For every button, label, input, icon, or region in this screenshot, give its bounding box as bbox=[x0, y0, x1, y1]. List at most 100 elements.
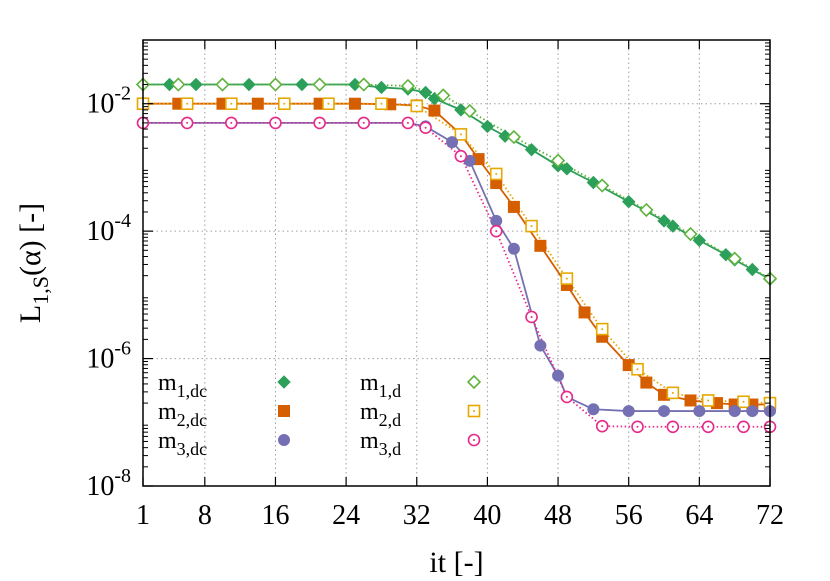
legend-marker-m1-d bbox=[466, 374, 482, 390]
y-tick-label-exp: -2 bbox=[114, 83, 131, 105]
legend-label-base: m bbox=[158, 428, 177, 454]
data-point-m3-d-dot bbox=[565, 395, 568, 398]
data-point-m1-dc bbox=[295, 77, 309, 92]
data-point-m2-d-dot bbox=[415, 105, 418, 108]
data-point-m3-dc bbox=[693, 405, 706, 418]
data-point-m1-d bbox=[639, 202, 654, 218]
x-tick-label: 32 bbox=[403, 500, 431, 531]
data-point-m2-d-dot bbox=[327, 102, 330, 105]
y-tick-label: 10-8 bbox=[86, 465, 131, 502]
x-tick-label: 16 bbox=[261, 500, 289, 531]
data-point-m3-d-dot bbox=[495, 230, 498, 233]
legend-marker-m3-dc bbox=[278, 434, 290, 446]
data-point-m1-d bbox=[506, 129, 522, 145]
data-point-m1-dc bbox=[454, 103, 468, 117]
data-point-m3-dc bbox=[658, 405, 671, 418]
data-point-m1-dc bbox=[374, 80, 389, 95]
y-tick-label-exp: -6 bbox=[114, 338, 131, 360]
legend-label-base: m bbox=[158, 399, 177, 425]
y-tick-label: 10-2 bbox=[86, 83, 131, 120]
series-line-m3-d bbox=[143, 121, 770, 428]
data-point-m3-d-dot bbox=[459, 155, 462, 158]
data-point-m1-dc bbox=[418, 85, 433, 100]
data-point-m1-d bbox=[595, 178, 610, 193]
legend-label-sub: 3,dc bbox=[177, 439, 208, 459]
legend-marker-m2-dc bbox=[278, 405, 290, 417]
data-point-m2-d-dot bbox=[601, 328, 604, 331]
series-markers bbox=[135, 77, 778, 434]
x-tick-labels: 1 8 16 24 32 40 48 56 64 72 bbox=[136, 500, 784, 531]
legend-label-m2-dc: m2,dc bbox=[158, 399, 207, 430]
legend-label-sub: 2,d bbox=[379, 410, 402, 430]
data-point-m3-d-dot bbox=[230, 121, 233, 124]
data-point-m2-dc bbox=[684, 394, 697, 407]
legend-label-sub: 2,dc bbox=[177, 410, 208, 430]
legend-label-base: m bbox=[360, 370, 379, 396]
legend-label-base: m bbox=[360, 428, 379, 454]
y-tick-labels: 10-810-610-410-2 bbox=[86, 83, 131, 502]
data-point-m2-d-dot bbox=[671, 391, 674, 394]
legend-label-sub: 1,d bbox=[379, 381, 402, 401]
data-point-m2-d-dot bbox=[186, 102, 189, 105]
data-point-m3-dc bbox=[552, 369, 565, 382]
legend-label-sub: 3,d bbox=[379, 439, 402, 459]
y-tick-label: 10-4 bbox=[86, 210, 131, 247]
data-point-m1-d bbox=[400, 78, 416, 94]
data-point-m1-dc bbox=[242, 77, 256, 92]
x-tick-label: 48 bbox=[544, 500, 572, 531]
data-point-m1-dc bbox=[189, 77, 203, 92]
series-line-m1-d bbox=[143, 83, 771, 280]
data-point-m3-dc bbox=[746, 405, 759, 418]
data-point-m2-d-dot bbox=[565, 277, 568, 280]
data-point-m3-d-dot bbox=[742, 425, 745, 428]
data-point-m1-dc bbox=[560, 162, 574, 176]
data-point-m1-dc bbox=[657, 214, 671, 228]
data-point-m2-d-dot bbox=[459, 133, 462, 136]
legend-marker-m3-d-dot bbox=[473, 439, 475, 441]
x-axis-title: it [-] bbox=[429, 546, 483, 579]
data-point-m1-d bbox=[550, 153, 566, 168]
y-tick-label-base: 10 bbox=[86, 216, 114, 247]
legend-marker-m2-d-dot bbox=[473, 410, 475, 412]
data-point-m3-dc bbox=[587, 403, 600, 416]
data-point-m1-d bbox=[683, 226, 698, 242]
data-point-m3-dc bbox=[446, 136, 459, 149]
data-point-m1-d bbox=[727, 251, 742, 266]
data-point-m3-d-dot bbox=[274, 121, 277, 124]
plot-frame bbox=[142, 39, 771, 487]
legend-marker-m1-dc bbox=[277, 375, 291, 389]
data-point-m3-d-dot bbox=[530, 315, 533, 318]
data-point-m3-d-dot bbox=[424, 126, 427, 129]
data-point-m1-dc bbox=[621, 194, 636, 209]
y-tick-label-base: 10 bbox=[86, 344, 114, 375]
legend-label-sub: 1,dc bbox=[177, 381, 208, 401]
x-tick-label: 72 bbox=[756, 500, 784, 531]
data-point-m2-d-dot bbox=[283, 102, 286, 105]
axis-ticks bbox=[142, 40, 771, 487]
data-point-m2-dc bbox=[348, 97, 361, 110]
y-axis-title-sub: 1,S bbox=[28, 276, 53, 305]
data-point-m2-d-dot bbox=[530, 225, 533, 228]
data-point-m1-dc bbox=[692, 233, 707, 248]
data-point-m2-d-dot bbox=[707, 399, 710, 402]
data-point-m2-d-dot bbox=[636, 368, 639, 371]
y-tick-label: 10-6 bbox=[86, 338, 131, 375]
legend-label-m1-d: m1,d bbox=[360, 370, 401, 401]
data-point-m3-dc bbox=[507, 242, 520, 255]
data-point-m3-d-dot bbox=[362, 121, 365, 124]
y-tick-label-base: 10 bbox=[86, 471, 114, 502]
y-axis-title-rest: (α) [-] bbox=[14, 203, 47, 276]
x-tick-label: 24 bbox=[332, 500, 360, 531]
x-tick-label: 1 bbox=[136, 500, 150, 531]
legend-label-m3-d: m3,d bbox=[360, 428, 401, 459]
data-point-m2-dc bbox=[534, 239, 547, 252]
data-point-m1-d bbox=[312, 77, 327, 92]
legend-label-m1-dc: m1,dc bbox=[158, 370, 207, 401]
x-tick-label: 8 bbox=[198, 500, 212, 531]
data-point-m1-dc bbox=[524, 142, 539, 157]
data-point-m2-dc bbox=[640, 376, 653, 389]
data-point-m2-dc bbox=[507, 200, 520, 213]
data-point-m2-d-dot bbox=[230, 102, 233, 105]
